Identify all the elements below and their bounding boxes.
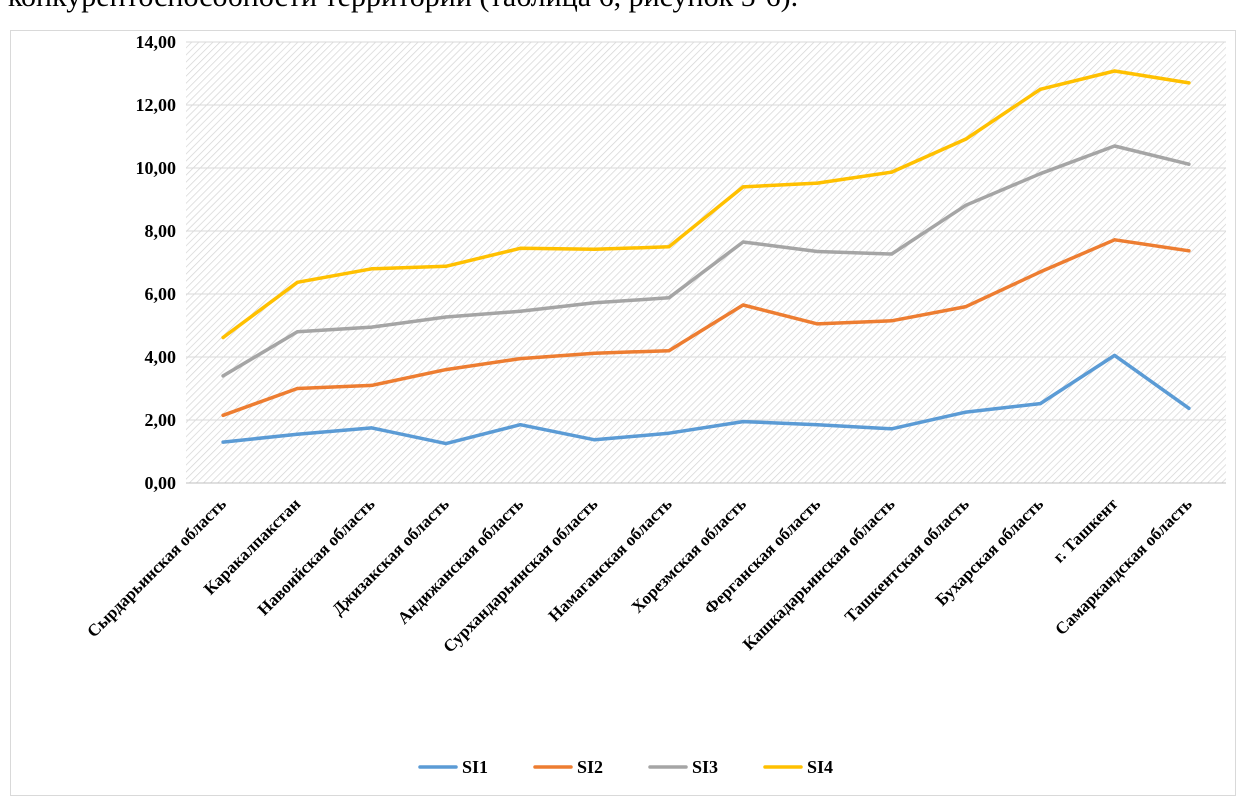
- x-category-label: Кашкадарьинская область: [739, 494, 899, 654]
- y-tick-label: 8,00: [145, 221, 177, 241]
- y-tick-label: 2,00: [145, 410, 177, 430]
- x-category-label: Сурхандарьинская область: [439, 494, 601, 656]
- x-category-label: г. Ташкент: [1049, 494, 1122, 567]
- data-point-si4: [370, 267, 374, 271]
- data-point-si1: [741, 419, 745, 424]
- data-point-si1: [815, 423, 820, 427]
- data-point-si4: [890, 170, 894, 174]
- data-point-si3: [815, 249, 820, 254]
- data-point-si4: [667, 245, 671, 249]
- data-point-si1: [667, 431, 671, 435]
- data-point-si1: [890, 427, 894, 431]
- x-category-label: Самаркандская область: [1051, 494, 1195, 638]
- data-point-si4: [1112, 69, 1117, 73]
- data-point-si3: [221, 374, 225, 378]
- y-tick-label: 12,00: [136, 95, 177, 115]
- data-point-si4: [592, 247, 597, 251]
- data-point-si4: [221, 335, 225, 340]
- data-point-si4: [518, 246, 522, 250]
- data-point-si4: [964, 137, 968, 141]
- data-point-si2: [667, 349, 671, 353]
- data-point-si3: [741, 240, 745, 244]
- series-line-si3: [221, 144, 1191, 378]
- x-category-label: Сырдарьинская область: [83, 494, 230, 641]
- y-tick-label: 0,00: [145, 473, 177, 493]
- data-point-si4: [741, 185, 745, 189]
- data-point-si3: [444, 315, 448, 319]
- y-tick-label: 10,00: [136, 158, 177, 178]
- data-point-si1: [444, 442, 448, 446]
- y-tick-label: 4,00: [145, 347, 177, 367]
- data-point-si3: [370, 325, 374, 329]
- data-point-si1: [370, 426, 374, 430]
- data-point-si3: [295, 330, 300, 334]
- legend-label-si1: SI1: [462, 757, 488, 777]
- gridlines: [186, 41, 1226, 484]
- data-point-si4: [815, 181, 820, 185]
- data-point-si1: [221, 440, 225, 444]
- data-point-si1: [1112, 353, 1117, 358]
- plot-area: [186, 42, 1226, 483]
- document-text: конкурентоспособности территорий (таблиц…: [8, 0, 798, 14]
- data-point-si4: [444, 264, 448, 268]
- data-point-si3: [667, 296, 671, 300]
- data-point-si4: [295, 280, 300, 284]
- data-point-si2: [592, 351, 597, 355]
- data-point-si3: [1112, 144, 1117, 148]
- y-tick-label: 6,00: [145, 284, 177, 304]
- data-point-si2: [518, 356, 522, 361]
- data-point-si1: [964, 410, 968, 414]
- data-point-si2: [964, 305, 968, 309]
- data-point-si1: [295, 432, 300, 436]
- data-point-si2: [890, 319, 894, 323]
- data-point-si3: [1187, 162, 1191, 166]
- data-point-si1: [1038, 402, 1042, 406]
- data-point-si4: [1187, 81, 1191, 85]
- data-point-si2: [295, 386, 300, 391]
- series-line-si2: [221, 238, 1191, 418]
- data-point-si3: [1038, 172, 1042, 176]
- legend-label-si4: SI4: [807, 757, 833, 777]
- legend: SI1 SI2 SI3 SI4: [418, 757, 833, 777]
- data-point-si2: [1038, 270, 1042, 274]
- data-point-si2: [221, 413, 225, 417]
- data-point-si2: [741, 303, 745, 307]
- x-category-label: Андижанская область: [394, 494, 527, 627]
- data-point-si3: [518, 309, 522, 313]
- data-point-si2: [815, 322, 820, 326]
- data-point-si1: [1187, 406, 1191, 410]
- x-category-label: Намаганская область: [545, 494, 676, 625]
- data-point-si1: [518, 423, 522, 427]
- series-line-si4: [221, 69, 1191, 340]
- series-lines: [221, 69, 1191, 446]
- x-category-label: Ташкентская область: [841, 494, 973, 626]
- data-point-si3: [890, 252, 894, 256]
- data-point-si2: [1112, 238, 1117, 242]
- data-point-si4: [1038, 87, 1042, 91]
- legend-label-si2: SI2: [577, 757, 603, 777]
- legend-label-si3: SI3: [692, 757, 718, 777]
- data-point-si2: [444, 368, 448, 372]
- y-tick-label: 14,00: [136, 32, 177, 52]
- data-point-si3: [592, 301, 597, 305]
- data-point-si2: [370, 383, 374, 387]
- data-point-si3: [964, 203, 968, 207]
- data-point-si2: [1187, 249, 1191, 253]
- data-point-si1: [592, 438, 597, 442]
- series-line-si1: [221, 353, 1191, 446]
